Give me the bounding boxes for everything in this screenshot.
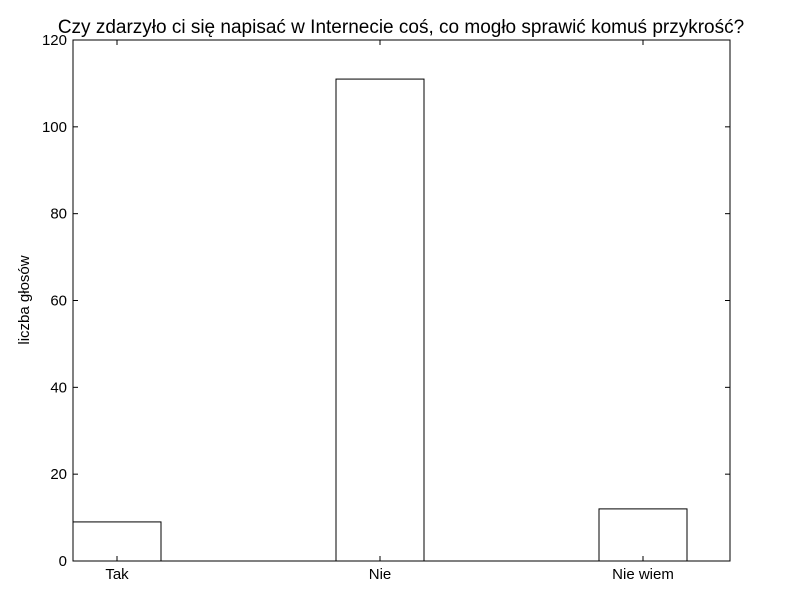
y-tick-label: 40 [50,379,67,396]
y-axis-label: liczba głosów [16,255,33,344]
y-tick-label: 0 [59,553,67,570]
bar-nie [335,78,425,562]
x-tick-label: Nie [369,566,392,583]
bar-tak [72,521,162,562]
y-tick-label: 20 [50,466,67,483]
bars [72,78,688,562]
x-tick-label: Tak [105,566,129,583]
bar-nie-wiem [598,508,688,562]
y-axis-ticks: 0 20 40 60 80 100 120 [42,32,730,570]
y-tick-label: 120 [42,32,67,49]
y-tick-label: 100 [42,119,67,136]
chart-title: Czy zdarzyło ci się napisać w Internecie… [58,17,744,38]
y-tick-label: 60 [50,293,67,310]
y-tick-label: 80 [50,206,67,223]
x-tick-label: Nie wiem [612,566,674,583]
x-axis-tick-labels: Tak Nie Nie wiem [105,40,674,583]
